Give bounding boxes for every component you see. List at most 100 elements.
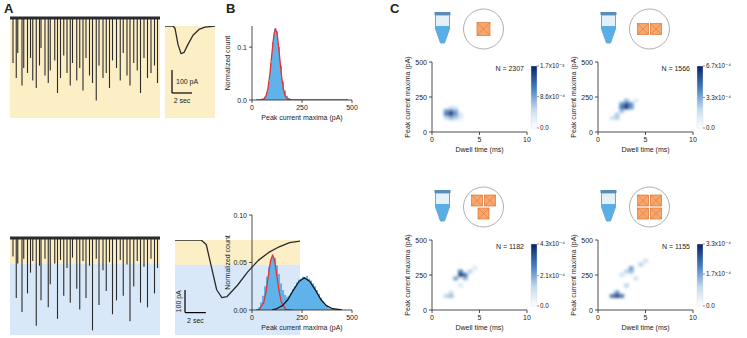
cell [619, 273, 624, 277]
colorbar [697, 66, 703, 128]
cell [634, 99, 639, 103]
spike [40, 18, 41, 48]
heatmap-cells [610, 259, 648, 298]
scale-bar-y [184, 290, 185, 313]
cell [643, 259, 648, 263]
spike [102, 238, 103, 270]
spike [157, 18, 158, 83]
spike [60, 238, 61, 260]
cube-pattern [651, 24, 662, 35]
tube-liquid [602, 26, 616, 43]
baseline [10, 17, 160, 20]
cell [453, 106, 458, 110]
y-tick-label: 0.00 [233, 307, 247, 314]
cube-pattern [638, 208, 649, 219]
colorbar-label: 1.7x10⁻⁴ [706, 270, 731, 277]
histogram-plot [256, 29, 348, 100]
colorbar-tick [537, 275, 539, 276]
x-tick [479, 310, 480, 313]
cell [619, 109, 624, 113]
count-annotation: N = 1155 [662, 243, 690, 250]
colorbar-tick [537, 306, 539, 307]
spike [39, 18, 40, 66]
cube-face [638, 195, 649, 206]
spike [89, 18, 90, 76]
y-tick [249, 215, 252, 216]
colorbar-tick [703, 306, 705, 307]
bar [270, 260, 272, 310]
spike [76, 238, 77, 289]
y-tick-label: 500 [415, 237, 427, 244]
x-tick-label: 10 [689, 314, 697, 321]
spike [106, 238, 107, 291]
tube-liquid [602, 204, 616, 221]
y-tick [595, 62, 598, 63]
x-tick-label: 250 [296, 104, 308, 111]
x-tick [352, 310, 353, 313]
x-tick [432, 132, 433, 135]
spike [85, 18, 86, 58]
cell [615, 294, 620, 298]
tube-cap [601, 12, 617, 15]
scale-bar-y [171, 70, 172, 93]
trace-plot [10, 238, 160, 335]
cube [472, 195, 483, 206]
y-axis [252, 26, 253, 100]
cube-face [477, 23, 490, 36]
trace-plot [10, 18, 160, 118]
spike [79, 18, 80, 68]
fit-line [272, 278, 342, 310]
spike [129, 238, 130, 321]
x-tick [598, 310, 599, 313]
colorbar-tick [703, 128, 705, 129]
spike [70, 18, 71, 86]
spike [150, 18, 151, 73]
cell [453, 116, 458, 120]
cube-pattern [472, 195, 483, 206]
cube [651, 208, 662, 219]
spike [44, 238, 45, 259]
cube-pattern [478, 208, 489, 219]
y-tick [429, 310, 432, 311]
y-axis-label: Peak current maxima (pA) [404, 56, 412, 137]
cell [458, 116, 463, 120]
sample-icon [435, 9, 504, 49]
spike [66, 238, 67, 268]
scale-bar-x [172, 92, 192, 93]
cube-face [651, 24, 662, 35]
cell [624, 106, 629, 110]
spike [126, 18, 127, 76]
scale-bar-label: 2 sec [174, 97, 191, 104]
band [10, 263, 160, 335]
heatmap-plot [610, 99, 639, 120]
cell [458, 273, 463, 277]
x-tick [352, 100, 353, 103]
sample-icon [435, 187, 504, 227]
colorbar-label: 0.0 [706, 302, 715, 309]
y-tick [249, 262, 252, 263]
y-tick-label: 0 [589, 129, 593, 136]
colorbar-label: 2.1x10⁻⁴ [540, 272, 565, 279]
colorbar-tick [703, 274, 705, 275]
colorbar-tick [703, 97, 705, 98]
colorbar-label: 4.3x10⁻⁴ [540, 240, 565, 247]
spike [48, 238, 49, 307]
bar [308, 279, 310, 310]
tube-liquid [436, 204, 450, 221]
spike [154, 18, 155, 66]
count-annotation: N = 1182 [496, 243, 524, 250]
zoom-circle [630, 187, 670, 227]
cell [634, 277, 639, 281]
colorbar-tick [703, 244, 705, 245]
spike [23, 18, 24, 68]
scale-bar-label: 2 sec [187, 317, 204, 324]
cell [629, 266, 634, 270]
tube-cap [435, 12, 451, 15]
cell [444, 113, 449, 117]
spike [32, 238, 33, 261]
x-tick [598, 132, 599, 135]
y-tick [595, 132, 598, 133]
spike [48, 18, 49, 83]
count-annotation: N = 1566 [661, 65, 690, 72]
y-tick [595, 97, 598, 98]
